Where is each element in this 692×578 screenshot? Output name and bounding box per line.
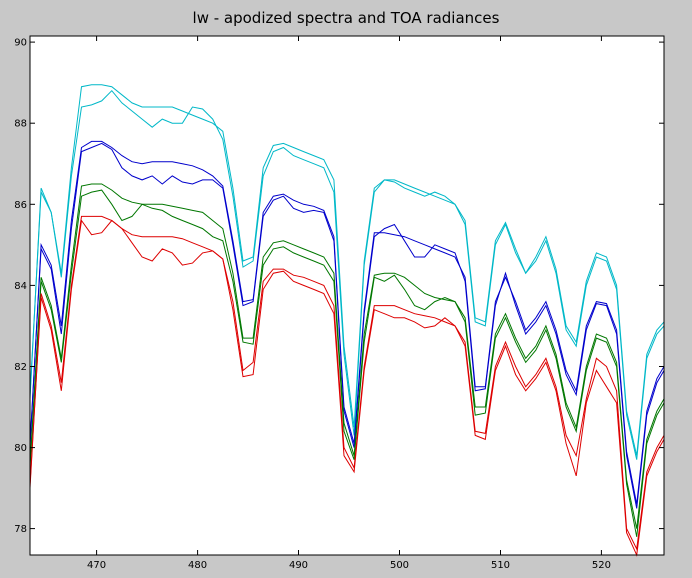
x-tick-label: 520 <box>592 560 611 571</box>
x-tick-label: 510 <box>491 560 510 571</box>
series-layer <box>29 84 665 557</box>
chart-title: lw - apodized spectra and TOA radiances <box>193 9 500 27</box>
series-line-3 <box>29 140 665 505</box>
y-tick-label: 82 <box>14 362 27 373</box>
plot-frame <box>29 35 665 556</box>
series-line-1 <box>29 84 665 456</box>
axis-layer: 470 480 490 500 510 520 78 80 82 84 86 88 90 <box>14 35 665 571</box>
plot-area <box>29 35 665 556</box>
x-tick-label: 470 <box>87 560 106 571</box>
x-tick-label: 480 <box>188 560 207 571</box>
series-line-2 <box>29 89 665 460</box>
series-line-7 <box>29 215 665 551</box>
y-tick-label: 78 <box>14 524 27 535</box>
x-tick-label: 500 <box>390 560 409 571</box>
series-line-6 <box>29 189 665 537</box>
series-line-8 <box>29 219 665 557</box>
y-tick-label: 90 <box>14 38 27 49</box>
y-tick-label: 88 <box>14 119 27 130</box>
y-tick-label: 86 <box>14 200 27 211</box>
y-tick-label: 84 <box>14 281 27 292</box>
series-line-4 <box>29 142 665 509</box>
y-tick-label: 80 <box>14 443 27 454</box>
series-line-5 <box>29 183 665 529</box>
x-tick-label: 490 <box>289 560 308 571</box>
